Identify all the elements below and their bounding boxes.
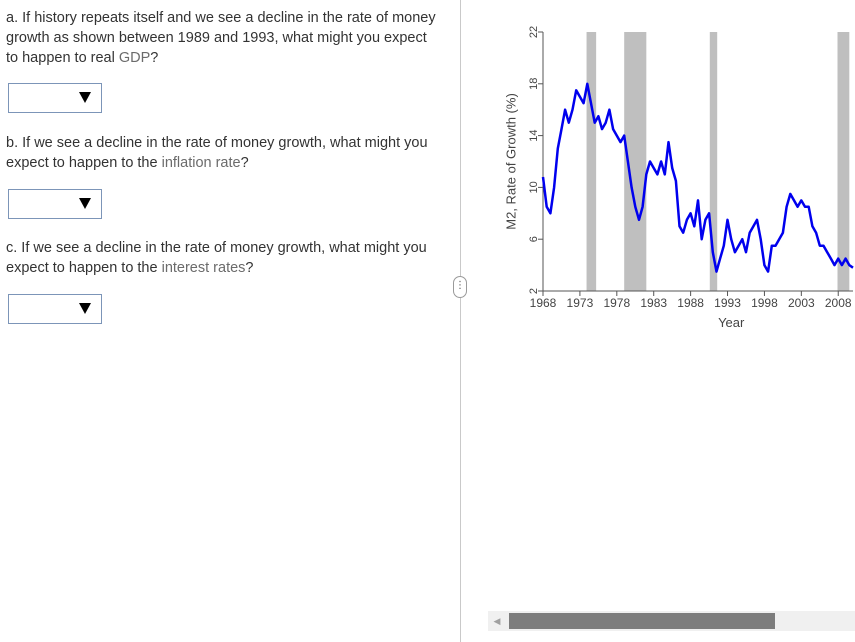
question-a-term[interactable]: GDP (118, 50, 151, 66)
question-a-text: a. If history repeats itself and we see … (6, 10, 436, 66)
recession-band-1 (624, 32, 647, 291)
x-tick-label-1998: 1998 (751, 296, 778, 310)
y-tick-label-22: 22 (528, 26, 540, 38)
x-tick-label-1968: 1968 (530, 296, 557, 310)
x-tick-label-1983: 1983 (640, 296, 667, 310)
question-b-end: ? (240, 155, 249, 171)
answer-b-dropdown[interactable] (8, 189, 102, 219)
question-b: b. If we see a decline in the rate of mo… (6, 133, 436, 173)
recession-band-2 (709, 32, 718, 291)
x-tick-label-1978: 1978 (603, 296, 630, 310)
y-tick-label-14: 14 (528, 129, 540, 141)
x-tick-label-1993: 1993 (714, 296, 741, 310)
y-axis-title: M2, Rate of Growth (%) (504, 93, 519, 230)
horizontal-scrollbar[interactable]: ◀ (488, 611, 855, 631)
m2-growth-chart: 2 6 10 14 18 22 1968 1973 1978 1983 1988 1993 1998 20… (504, 26, 854, 330)
x-tick-label-2008: 2008 (825, 296, 852, 310)
answer-a-dropdown[interactable] (8, 83, 102, 113)
question-c: c. If we see a decline in the rate of mo… (6, 238, 436, 278)
series-line-0 (541, 82, 854, 273)
y-tick-label-18: 18 (528, 78, 540, 90)
scroll-left-icon[interactable]: ◀ (493, 616, 501, 626)
y-tick-label-10: 10 (528, 181, 540, 193)
scrollbar-thumb[interactable] (509, 613, 775, 629)
dropdown-arrow-icon (79, 198, 91, 209)
question-a-end: ? (150, 50, 159, 66)
chart-pane: 2 6 10 14 18 22 1968 1973 1978 1983 1988 1993 1998 20… (462, 0, 855, 610)
question-b-term[interactable]: inflation rate (161, 155, 241, 171)
question-c-end: ? (245, 260, 254, 276)
divider-grip-icon[interactable]: ⋮ (453, 276, 467, 298)
y-tick-label-2: 2 (528, 288, 540, 294)
x-tick-label-1973: 1973 (567, 296, 594, 310)
recession-band-0 (586, 32, 597, 291)
y-tick-label-6: 6 (528, 236, 540, 242)
question-a: a. If history repeats itself and we see … (6, 8, 436, 68)
recession-band-3 (837, 32, 850, 291)
question-c-term[interactable]: interest rates (161, 260, 246, 276)
x-axis-title: Year (718, 315, 745, 330)
dropdown-arrow-icon (79, 303, 91, 314)
pane-divider[interactable] (460, 0, 461, 642)
x-tick-label-2003: 2003 (788, 296, 815, 310)
x-tick-label-1988: 1988 (677, 296, 704, 310)
question-c-text: c. If we see a decline in the rate of mo… (6, 240, 427, 276)
question-b-text: b. If we see a decline in the rate of mo… (6, 135, 428, 171)
questions-pane: a. If history repeats itself and we see … (6, 8, 436, 324)
answer-c-dropdown[interactable] (8, 294, 102, 324)
dropdown-arrow-icon (79, 92, 91, 103)
